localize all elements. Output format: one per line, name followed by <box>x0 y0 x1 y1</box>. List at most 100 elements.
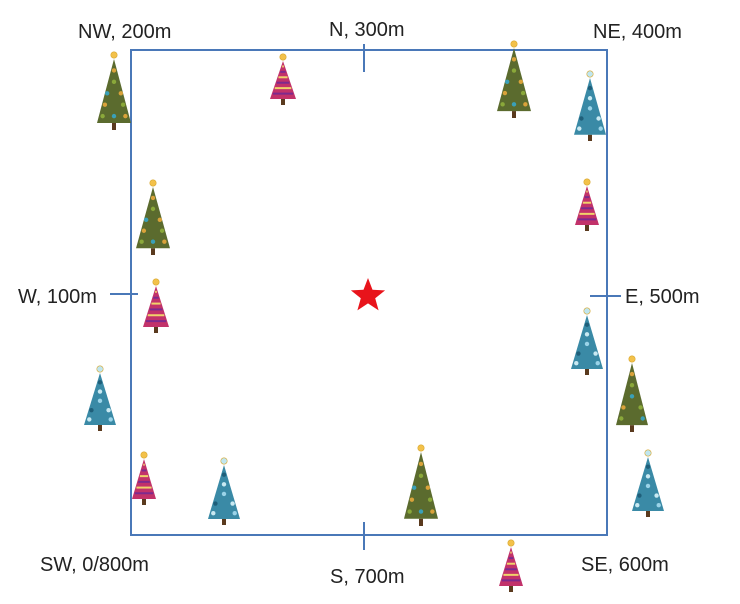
tree-e-upper-icon <box>575 178 599 231</box>
tree-ornament <box>157 217 163 223</box>
tree-body <box>616 363 648 426</box>
tree-ornament <box>87 417 92 422</box>
tree-ornament <box>97 398 103 404</box>
tree-topper <box>96 365 104 373</box>
label-e: E, 500m <box>625 286 699 308</box>
tree-ornament <box>230 501 235 506</box>
tree-topper <box>586 70 594 78</box>
tree-trunk <box>585 368 589 375</box>
tree-ornament <box>108 417 113 422</box>
tree-ornament <box>100 113 105 119</box>
tree-body <box>404 452 438 519</box>
tree-ornament <box>596 116 601 121</box>
tree-ornament <box>159 228 165 233</box>
tree-e-icon <box>571 307 603 375</box>
tree-ornament <box>584 341 590 347</box>
tree-sw-icon <box>132 451 156 505</box>
tree-n-left-icon <box>270 53 296 105</box>
tree-trunk <box>98 425 102 431</box>
tree-ornament <box>576 351 581 356</box>
tree-ornament <box>619 416 624 421</box>
tree-trunk <box>630 425 634 432</box>
tree-topper <box>152 278 160 286</box>
label-w: W, 100m <box>18 286 97 308</box>
tree-ne-icon <box>574 70 606 141</box>
label-se: SE, 600m <box>581 554 669 576</box>
course-boundary <box>130 49 608 536</box>
tree-ornament <box>656 502 661 508</box>
tree-body <box>499 547 523 586</box>
tree-topper <box>417 444 425 452</box>
tree-ornament <box>427 497 433 502</box>
tree-trunk <box>151 248 155 255</box>
tree-body <box>497 48 531 112</box>
tree-trunk <box>419 518 423 526</box>
tree-ornament <box>520 90 526 96</box>
tree-ornament <box>232 510 237 516</box>
tree-ornament <box>593 351 598 356</box>
tree-trunk <box>509 586 513 592</box>
tree-ornament <box>574 360 579 366</box>
tree-ornament <box>629 394 635 399</box>
tree-ornament <box>211 510 216 516</box>
tree-topper <box>583 307 591 315</box>
tree-ornament <box>221 491 227 497</box>
tree-ornament <box>629 371 635 377</box>
tree-s-left-icon <box>208 457 240 525</box>
tree-ornament <box>418 509 424 514</box>
tree-ornament <box>500 102 505 107</box>
tree-body <box>136 187 170 249</box>
tree-body <box>575 186 599 225</box>
tree-body <box>143 286 169 327</box>
tree-ornament <box>587 85 593 91</box>
tree-ornament <box>511 68 517 73</box>
tree-s-right-icon <box>404 444 438 526</box>
tree-ornament <box>511 57 517 62</box>
tree-topper <box>279 53 287 61</box>
tree-ornament <box>111 113 117 119</box>
tree-e-lower-icon <box>616 355 648 432</box>
tree-ornament <box>621 405 626 410</box>
tree-n-right-icon <box>497 40 531 118</box>
tree-ornament <box>221 482 227 487</box>
tree-ornament <box>143 217 149 223</box>
tree-w-upper-icon <box>136 179 170 255</box>
tree-ornament <box>123 113 128 119</box>
tree-ornament <box>102 102 108 107</box>
tree-ornament <box>97 380 103 385</box>
tree-w-lower-icon <box>84 365 116 431</box>
tree-ornament <box>111 68 117 73</box>
tree-topper <box>507 539 515 547</box>
tree-topper <box>644 449 652 457</box>
tree-ornament <box>504 79 510 84</box>
tree-ornament <box>645 483 651 489</box>
tree-ornament <box>638 405 643 410</box>
label-n: N, 300m <box>329 19 405 41</box>
tree-nw-icon <box>97 51 131 130</box>
tree-ornament <box>584 322 590 327</box>
tree-ornament <box>150 195 156 201</box>
tree-topper <box>220 457 228 465</box>
tree-ornament <box>120 102 126 107</box>
tree-trunk <box>646 510 650 517</box>
tree-ornament <box>579 116 584 121</box>
tree-w-icon <box>143 278 169 333</box>
tree-ornament <box>213 501 218 506</box>
tree-trunk <box>585 225 589 231</box>
tree-ornament <box>635 502 640 508</box>
tree-ornament <box>587 96 593 101</box>
tree-body <box>97 59 131 123</box>
tree-se-right-icon <box>632 449 664 517</box>
tree-ornament <box>141 228 147 233</box>
tree-topper <box>149 179 157 187</box>
label-nw: NW, 200m <box>78 21 171 43</box>
tree-ornament <box>97 389 103 394</box>
tree-ornament <box>645 474 651 479</box>
tree-ornament <box>637 493 642 498</box>
tree-body <box>132 459 156 499</box>
label-ne: NE, 400m <box>593 21 682 43</box>
tree-ornament <box>511 102 517 107</box>
tree-ornament <box>118 91 124 96</box>
tree-ornament <box>418 473 424 479</box>
tree-topper <box>110 51 118 59</box>
